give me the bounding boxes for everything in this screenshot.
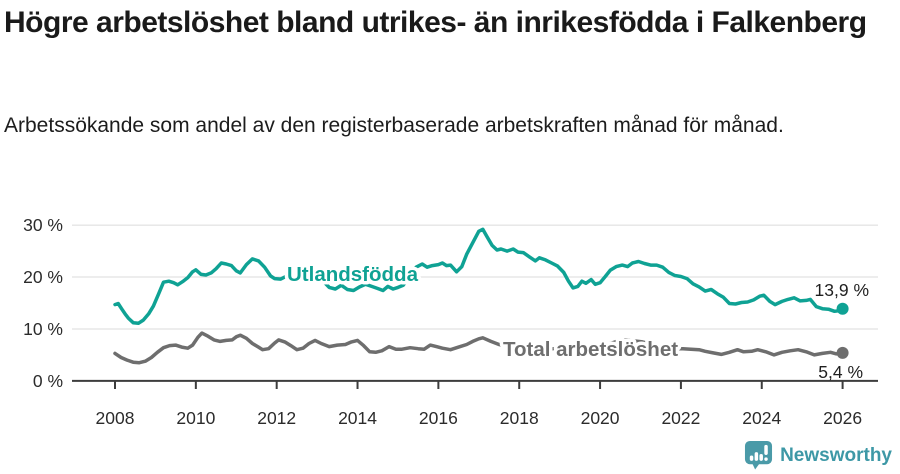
svg-text:2022: 2022 [661,408,700,428]
svg-text:2020: 2020 [581,408,620,428]
series-label-total-arbetsloshet: Total arbetslöshet [503,338,678,361]
svg-text:2016: 2016 [419,408,458,428]
end-value-utlandsfodda: 13,9 % [815,280,869,300]
svg-text:20 %: 20 % [23,267,63,287]
svg-text:2010: 2010 [176,408,215,428]
newsworthy-brand-name: Newsworthy [780,444,892,466]
svg-text:2014: 2014 [338,408,377,428]
svg-text:2008: 2008 [96,408,135,428]
svg-text:10 %: 10 % [23,319,63,339]
chart-grid-and-lines: 0 % 10 % 20 % 30 % 2008 2010 2012 2014 2016 2018 2… [23,215,878,428]
newsworthy-logo-icon [745,441,773,470]
svg-text:30 %: 30 % [23,215,63,235]
svg-text:2012: 2012 [257,408,296,428]
svg-text:2018: 2018 [500,408,539,428]
chart-title: Högre arbetslöshet bland utrikes- än inr… [4,6,867,39]
series-label-utlandsfodda: Utlandsfödda [287,263,419,286]
svg-text:2026: 2026 [823,408,862,428]
end-value-total-arbetsloshet: 5,4 % [818,362,863,382]
chart-end-dots [836,302,849,359]
newsworthy-branding[interactable]: Newsworthy [744,440,892,471]
svg-text:2024: 2024 [742,408,781,428]
svg-text:0 %: 0 % [33,371,63,391]
chart-subtitle: Arbetssökande som andel av den registerb… [4,114,784,137]
